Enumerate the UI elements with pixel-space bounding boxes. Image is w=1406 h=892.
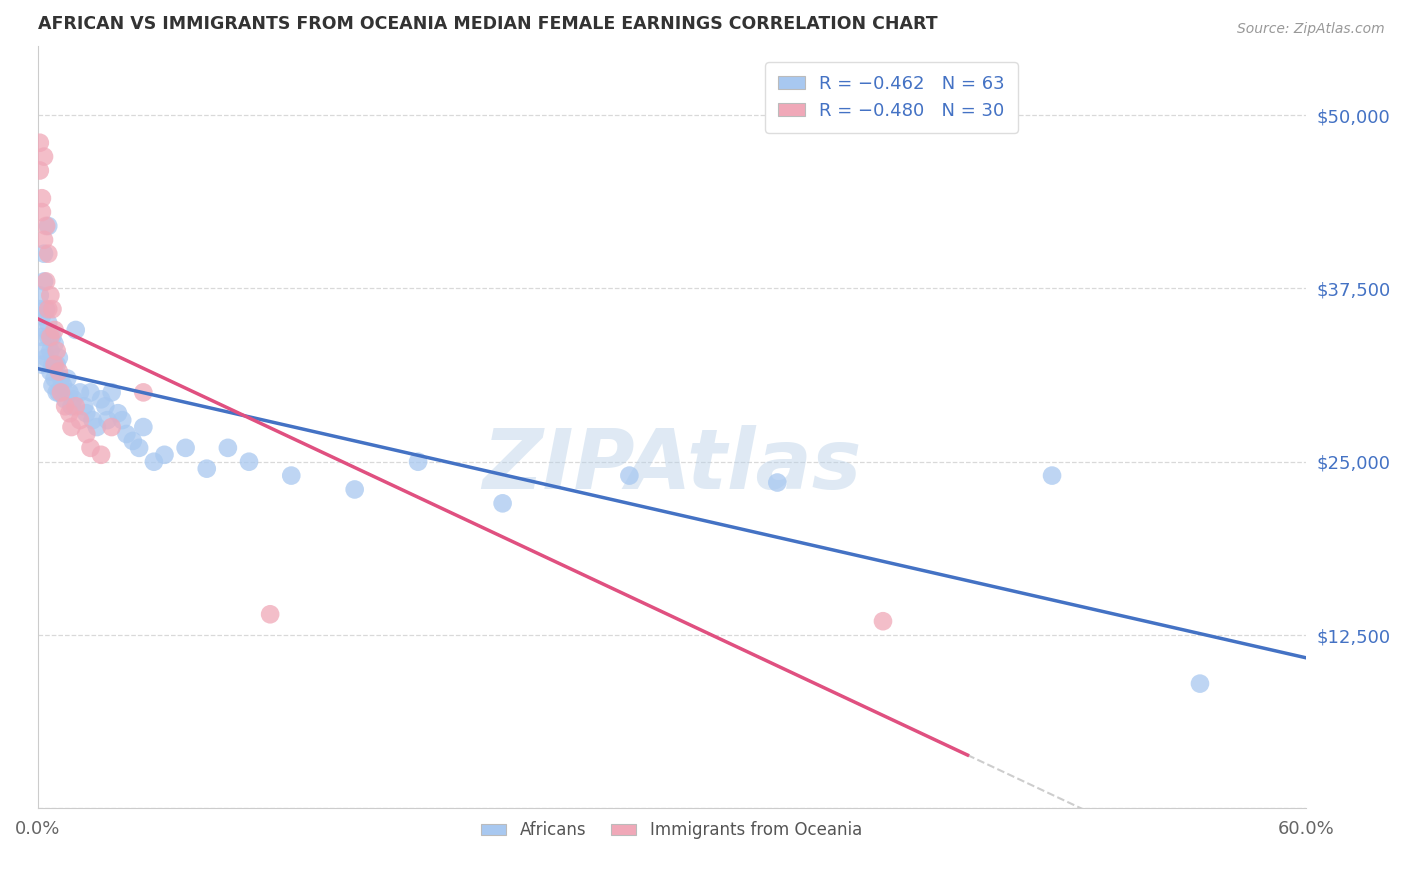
Legend: Africans, Immigrants from Oceania: Africans, Immigrants from Oceania (475, 814, 869, 846)
Point (41, 330, 63, 344)
Point (79, 385, 101, 400)
Point (39, 365, 62, 379)
Point (53, 399, 76, 413)
Point (65, 399, 87, 413)
Point (142, 455, 165, 469)
Point (31, 330, 53, 344)
Point (44, 371, 66, 385)
Point (280, 468, 302, 483)
Point (37, 330, 59, 344)
Point (32, 343, 55, 358)
Point (37, 219, 59, 233)
Point (766, 475, 789, 490)
Point (32, 233, 55, 247)
Text: ZIPAtlas: ZIPAtlas (482, 425, 862, 506)
Point (28, 163, 51, 178)
Point (128, 441, 150, 455)
Point (132, 385, 155, 400)
Point (31, 205, 53, 219)
Point (41, 378, 63, 392)
Point (491, 496, 513, 510)
Point (153, 448, 176, 462)
Point (52, 378, 75, 392)
Text: AFRICAN VS IMMIGRANTS FROM OCEANIA MEDIAN FEMALE EARNINGS CORRELATION CHART: AFRICAN VS IMMIGRANTS FROM OCEANIA MEDIA… (38, 15, 938, 33)
Point (94, 399, 117, 413)
Point (53, 392, 76, 407)
Point (32, 246, 55, 260)
Point (49, 385, 72, 400)
Point (44, 323, 66, 337)
Point (69, 385, 91, 400)
Point (28, 302, 51, 317)
Point (115, 427, 138, 442)
Point (44, 336, 66, 351)
Point (35, 302, 58, 317)
Point (79, 441, 101, 455)
Point (48, 385, 70, 400)
Point (121, 434, 143, 448)
Point (37, 246, 59, 260)
Point (28, 288, 51, 302)
Point (238, 455, 260, 469)
Point (69, 413, 91, 427)
Point (217, 441, 239, 455)
Point (872, 614, 894, 628)
Point (100, 385, 122, 400)
Point (28, 136, 51, 150)
Point (48, 351, 70, 365)
Point (619, 468, 641, 483)
Point (45, 343, 67, 358)
Point (1188, 676, 1211, 690)
Point (35, 275, 58, 289)
Point (37, 316, 59, 330)
Point (39, 343, 62, 358)
Point (41, 302, 63, 317)
Point (75, 406, 97, 420)
Point (35, 219, 58, 233)
Point (48, 365, 70, 379)
Point (195, 461, 218, 475)
Point (56, 371, 79, 385)
Point (132, 420, 155, 434)
Point (39, 330, 62, 344)
Point (100, 420, 122, 434)
Point (31, 191, 53, 205)
Point (73, 399, 96, 413)
Point (1040, 468, 1063, 483)
Point (107, 406, 129, 420)
Text: Source: ZipAtlas.com: Source: ZipAtlas.com (1237, 22, 1385, 37)
Point (37, 302, 59, 317)
Point (259, 607, 281, 622)
Point (58, 385, 80, 400)
Point (39, 288, 62, 302)
Point (31, 309, 53, 323)
Point (343, 483, 366, 497)
Point (406, 455, 429, 469)
Point (111, 413, 134, 427)
Point (44, 358, 66, 372)
Point (62, 392, 84, 407)
Point (90, 448, 112, 462)
Point (60, 399, 83, 413)
Point (35, 351, 58, 365)
Point (60, 420, 83, 434)
Point (49, 371, 72, 385)
Point (174, 441, 197, 455)
Point (31, 358, 53, 372)
Point (32, 150, 55, 164)
Point (65, 323, 87, 337)
Point (41, 358, 63, 372)
Point (82, 413, 104, 427)
Point (75, 427, 97, 442)
Point (32, 275, 55, 289)
Point (35, 323, 58, 337)
Point (96, 413, 118, 427)
Point (45, 358, 67, 372)
Point (90, 392, 112, 407)
Point (58, 406, 80, 420)
Point (45, 385, 67, 400)
Point (86, 420, 108, 434)
